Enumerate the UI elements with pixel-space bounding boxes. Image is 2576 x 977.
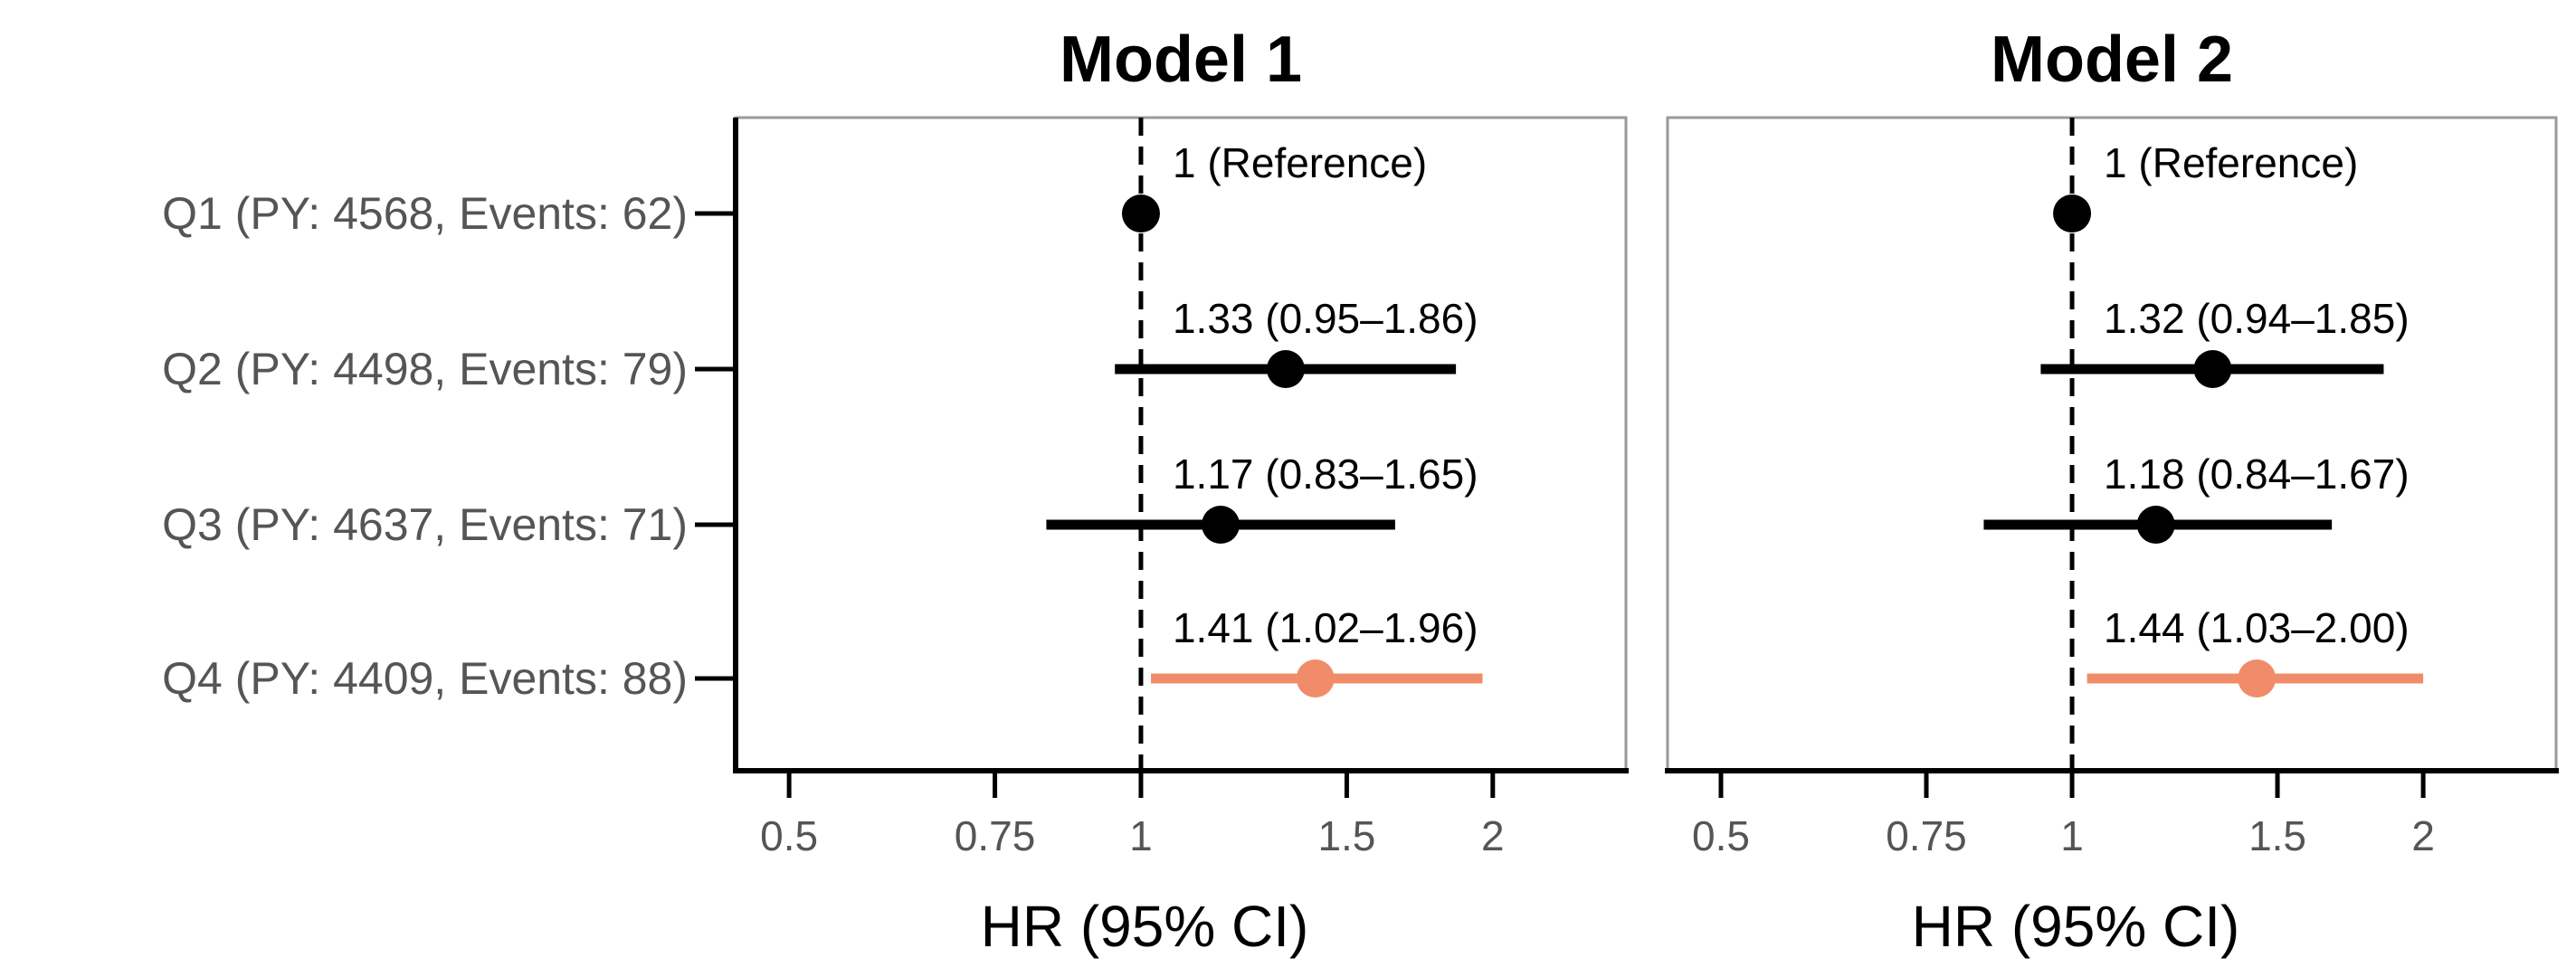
panel1-point-q4 [1296, 659, 1335, 697]
row-label-q3: Q3 (PY: 4637, Events: 71) [162, 499, 688, 550]
panel2-x-tick-label-3: 1.5 [2248, 812, 2306, 859]
panel2-label-q4: 1.44 (1.03–2.00) [2104, 604, 2410, 651]
panel2-point-q1 [2053, 194, 2092, 232]
panel1-label-q2: 1.33 (0.95–1.86) [1173, 295, 1478, 342]
panel1-x-tick-label-2: 1 [1129, 812, 1153, 859]
panel2-label-q1: 1 (Reference) [2104, 139, 2358, 186]
panel1-title: Model 1 [1060, 24, 1302, 96]
panel2-x-axis-title: HR (95% CI) [1912, 894, 2240, 959]
panel2-label-q2: 1.32 (0.94–1.85) [2104, 295, 2410, 342]
panel1-x-tick-label-4: 2 [1481, 812, 1505, 859]
panel2-label-q3: 1.18 (0.84–1.67) [2104, 451, 2410, 498]
row-label-q4: Q4 (PY: 4409, Events: 88) [162, 653, 688, 704]
panel2-frame [1666, 116, 2558, 773]
panel1-x-tick-label-3: 1.5 [1317, 812, 1375, 859]
panel1-label-q1: 1 (Reference) [1173, 139, 1427, 186]
panel1-label-q3: 1.17 (0.83–1.65) [1173, 451, 1478, 498]
panel2-point-q4 [2238, 659, 2277, 697]
panel1-frame [734, 116, 1628, 773]
panel2-x-tick-label-1: 0.75 [1886, 812, 1967, 859]
panel1-x-tick-label-1: 0.75 [955, 812, 1036, 859]
panel2-x-tick-label-2: 1 [2060, 812, 2084, 859]
panel2-point-q3 [2136, 506, 2175, 544]
panel1-x-tick-label-0: 0.5 [760, 812, 818, 859]
row-label-q2: Q2 (PY: 4498, Events: 79) [162, 344, 688, 394]
panel1-label-q4: 1.41 (1.02–1.96) [1173, 604, 1478, 651]
panel1-point-q2 [1266, 350, 1305, 388]
panel2-x-tick-label-4: 2 [2411, 812, 2435, 859]
panel1-point-q1 [1121, 194, 1160, 232]
panel2-title: Model 2 [1991, 24, 2233, 96]
panel1-point-q3 [1202, 506, 1240, 544]
panel2-point-q2 [2193, 350, 2232, 388]
panel2-x-tick-label-0: 0.5 [1692, 812, 1750, 859]
row-label-q1: Q1 (PY: 4568, Events: 62) [162, 188, 688, 239]
panel1-x-axis-title: HR (95% CI) [981, 894, 1309, 959]
